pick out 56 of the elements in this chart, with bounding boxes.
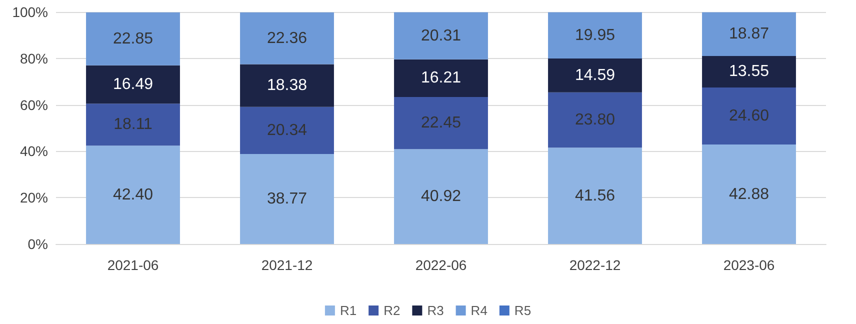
data-label: 38.77 [266,190,308,208]
bar [86,12,180,66]
bar [86,146,180,244]
bar [702,56,796,88]
y-tick-label: 60% [20,96,48,113]
data-label: 18.87 [728,26,770,43]
x-tick-label: 2022-12 [569,257,621,273]
data-label: 20.31 [420,27,462,44]
legend-label: R5 [514,303,532,318]
x-tick-label: 2022-06 [415,257,467,273]
bar [548,58,642,92]
bar [548,92,642,148]
data-label: 42.40 [112,186,154,204]
data-label: 19.95 [574,26,616,44]
data-label: 40.92 [420,188,462,206]
x-tick-label: 2021-12 [261,257,313,273]
x-tick-label: 2023-06 [723,257,775,273]
bar [702,144,796,244]
data-label: 18.38 [266,77,308,94]
data-label: 23.80 [574,111,616,128]
data-label: 22.85 [112,30,154,48]
bar [702,12,796,56]
y-tick-label: 100% [12,4,48,20]
bar [548,12,642,59]
legend-label: R3 [427,303,444,318]
y-tick-label: 0% [28,236,48,252]
data-label: 22.45 [420,114,462,132]
bar [240,154,334,244]
data-label: 42.88 [728,186,770,203]
legend-label: R1 [340,303,357,318]
bar [394,59,488,97]
x-tick-label: 2021-06 [107,257,159,273]
data-label: 13.55 [728,63,770,80]
data-label: 22.36 [266,30,308,47]
legend-label: R2 [384,303,400,318]
data-label: 16.21 [420,70,462,87]
data-label: 18.11 [114,116,153,134]
legend-label: R4 [470,303,488,318]
bar [702,87,796,145]
bar [548,148,642,244]
bar [240,106,334,154]
data-label: 14.59 [574,66,616,84]
y-tick-label: 20% [20,190,48,206]
bar [240,64,334,107]
bar [240,12,334,64]
data-label: 24.60 [728,107,770,124]
y-tick-label: 80% [20,50,48,66]
data-label: 20.34 [266,122,308,139]
bar [86,65,180,104]
bar [394,12,488,60]
bar [86,104,180,146]
data-label: 16.49 [112,76,154,93]
y-tick-label: 40% [20,143,48,160]
data-label: 41.56 [574,187,616,204]
bar [394,149,488,244]
bar [394,96,488,150]
